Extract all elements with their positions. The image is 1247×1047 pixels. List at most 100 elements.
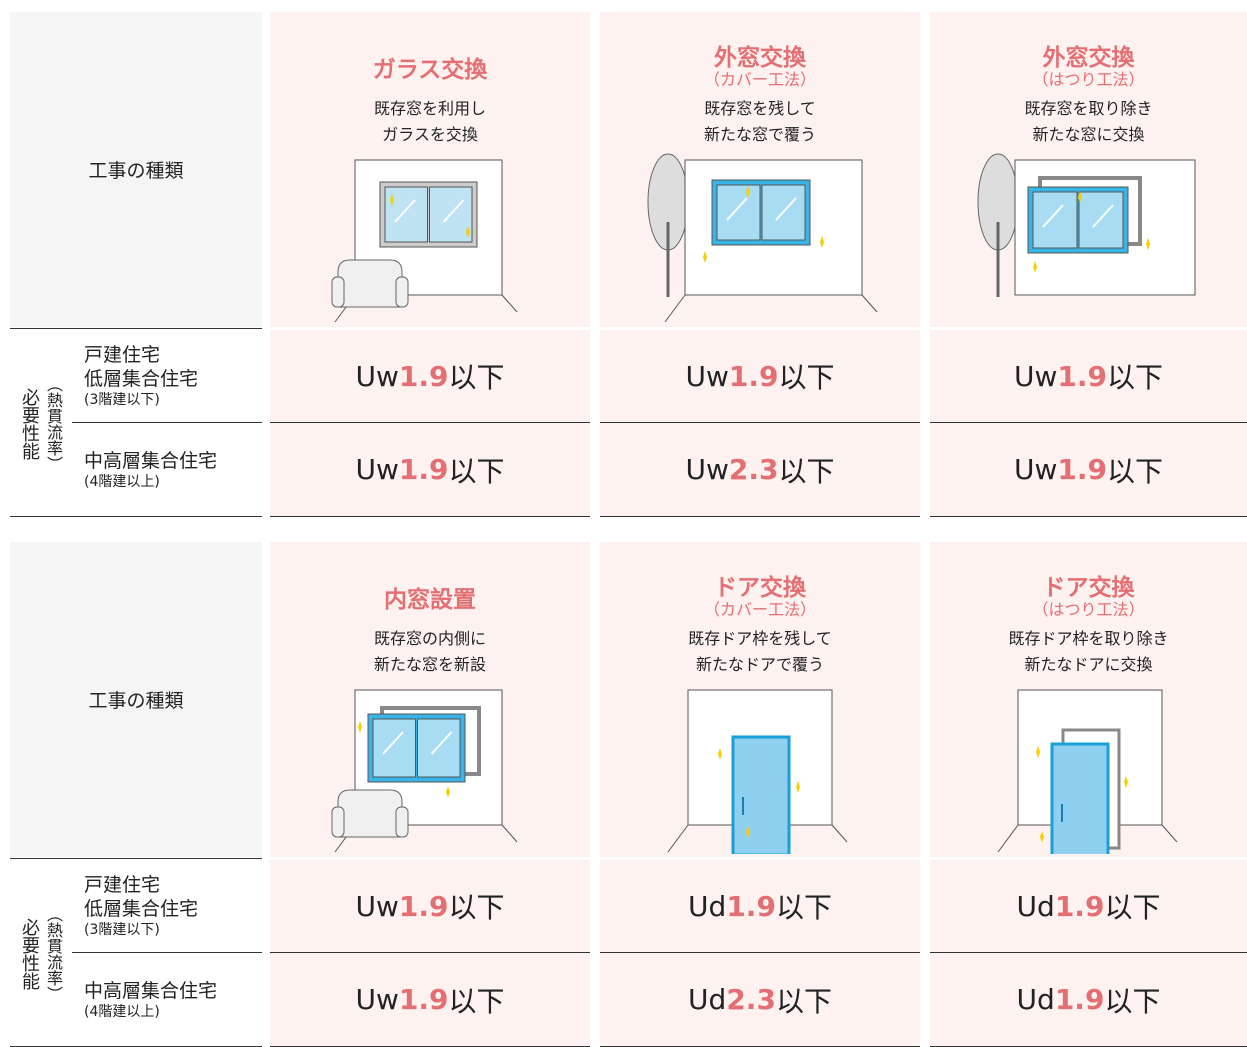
description-line: 既存窓の内側に (373, 629, 486, 648)
illustration (331, 159, 518, 323)
group-main: 必要性能 (19, 387, 40, 460)
row-label: 中高層集合住宅 (4階建以上) (72, 953, 262, 1047)
row-label-line: 戸建住宅 (84, 344, 161, 366)
illustration (667, 689, 848, 854)
group-sub: （熱貫流率） (44, 905, 63, 1002)
value-suffix: 以下 (778, 454, 835, 488)
value-suffix: 以下 (448, 984, 505, 1018)
description-line: 新たな窓を新設 (373, 655, 486, 674)
value-suffix: 以下 (1107, 361, 1164, 394)
value-cell: Ud 1.9 以下 (930, 953, 1247, 1047)
value-suffix: 以下 (448, 891, 505, 924)
value-cell: Uw 1.9 以下 (270, 423, 590, 517)
column-header: ドア交換 （はつり工法） 既存ドア枠を取り除き 新たなドアに交換 (930, 542, 1247, 857)
value-number: 1.9 (1054, 983, 1105, 1016)
value-prefix: Uw (355, 889, 399, 923)
column-header: 内窓設置既存窓の内側に 新たな窓を新設 (270, 542, 590, 857)
value-prefix: Uw (1013, 453, 1058, 486)
value-number: 1.9 (728, 359, 779, 393)
row-note: (4階建以上) (84, 1003, 160, 1020)
description-line: 既存窓を利用し (373, 99, 486, 118)
row-note: (4階建以上) (84, 473, 160, 490)
value-prefix: Uw (685, 359, 729, 393)
column-header: 外窓交換 （カバー工法） 既存窓を残して 新たな窓で覆う (600, 12, 920, 327)
row-label: 中高層集合住宅 (4階建以上) (72, 423, 262, 517)
value-suffix: 以下 (1107, 454, 1164, 488)
value-number: 1.9 (726, 889, 776, 923)
value-prefix: Ud (688, 983, 727, 1016)
illustration (977, 153, 1196, 297)
value-number: 2.3 (728, 453, 779, 486)
row-label: 戸建住宅 低層集合住宅 (3階建以下) (72, 330, 262, 423)
column-title: ガラス交換 (372, 57, 488, 83)
column-subtitle: （カバー工法） (703, 600, 816, 619)
value-cell: Uw 1.9 以下 (930, 423, 1247, 517)
header-label: 工事の種類 (10, 542, 262, 857)
value-suffix: 以下 (775, 984, 832, 1018)
header-divider (10, 858, 262, 859)
value-suffix: 以下 (1104, 984, 1161, 1018)
value-prefix: Uw (355, 453, 399, 486)
column-title: 外窓交換 (714, 45, 806, 71)
description-line: 既存ドア枠を取り除き (1008, 629, 1169, 648)
value-suffix: 以下 (448, 361, 505, 394)
column-header: ガラス交換既存窓を利用し ガラスを交換 (270, 12, 590, 327)
column-title: ドア交換 (714, 575, 806, 601)
description-line: 新たなドアで覆う (695, 655, 824, 674)
row-note: (3階建以下) (84, 922, 160, 938)
column-description: 既存窓を利用し ガラスを交換 (270, 96, 590, 148)
value-prefix: Ud (1016, 983, 1055, 1016)
column-description: 既存ドア枠を残して 新たなドアで覆う (600, 626, 920, 678)
value-cell: Uw 1.9 以下 (270, 860, 590, 953)
description-line: 新たな窓で覆う (703, 125, 816, 144)
description-line: 既存ドア枠を残して (688, 629, 832, 648)
group-sub: （熱貫流率） (44, 375, 63, 472)
illustration (647, 153, 878, 323)
description-line: 既存窓を残して (704, 99, 816, 118)
description-line: 既存窓を取り除き (1024, 99, 1153, 118)
group-label: 必要性能 （熱貫流率） (10, 860, 72, 1047)
value-cell: Uw 1.9 以下 (600, 330, 920, 423)
column-title: ドア交換 (1042, 575, 1135, 601)
table-bottom (10, 516, 72, 517)
value-number: 1.9 (398, 983, 449, 1016)
value-number: 1.9 (398, 453, 449, 486)
value-number: 2.3 (726, 983, 776, 1016)
description-line: 新たな窓に交換 (1032, 125, 1145, 144)
column-header: 外窓交換 （はつり工法） 既存窓を取り除き 新たな窓に交換 (930, 12, 1247, 327)
value-cell: Ud 2.3 以下 (600, 953, 920, 1047)
value-number: 1.9 (1057, 359, 1107, 393)
row-note: (3階建以下) (84, 392, 160, 408)
column-header: ドア交換 （カバー工法） 既存ドア枠を残して 新たなドアで覆う (600, 542, 920, 857)
row-label-line: 戸建住宅 (84, 874, 161, 896)
illustration (331, 689, 518, 853)
row-label: 戸建住宅 低層集合住宅 (3階建以下) (72, 860, 262, 953)
column-title: 外窓交換 (1042, 45, 1135, 71)
column-subtitle: （カバー工法） (703, 70, 816, 89)
row-label-line: 中高層集合住宅 (84, 449, 218, 472)
value-prefix: Uw (1013, 359, 1058, 393)
row-label-line: 低層集合住宅 (84, 368, 199, 390)
description-line: 新たなドアに交換 (1024, 655, 1153, 674)
value-prefix: Ud (1016, 889, 1055, 923)
value-suffix: 以下 (1104, 891, 1161, 924)
header-label: 工事の種類 (10, 12, 262, 327)
value-suffix: 以下 (775, 891, 832, 924)
illustration (997, 689, 1178, 854)
value-prefix: Uw (355, 359, 399, 393)
value-number: 1.9 (398, 889, 449, 923)
value-cell: Uw 1.9 以下 (930, 330, 1247, 423)
column-title: 内窓設置 (384, 587, 476, 613)
header-divider (10, 328, 262, 329)
column-description: 既存窓の内側に 新たな窓を新設 (270, 626, 590, 678)
column-subtitle: （はつり工法） (1032, 70, 1145, 89)
row-label-line: 低層集合住宅 (84, 898, 199, 920)
value-cell: Uw 1.9 以下 (270, 330, 590, 423)
value-cell: Ud 1.9 以下 (930, 860, 1247, 953)
group-main: 必要性能 (19, 917, 40, 990)
value-number: 1.9 (398, 359, 449, 393)
value-cell: Ud 1.9 以下 (600, 860, 920, 953)
description-line: ガラスを交換 (382, 125, 478, 144)
value-prefix: Uw (685, 453, 729, 486)
